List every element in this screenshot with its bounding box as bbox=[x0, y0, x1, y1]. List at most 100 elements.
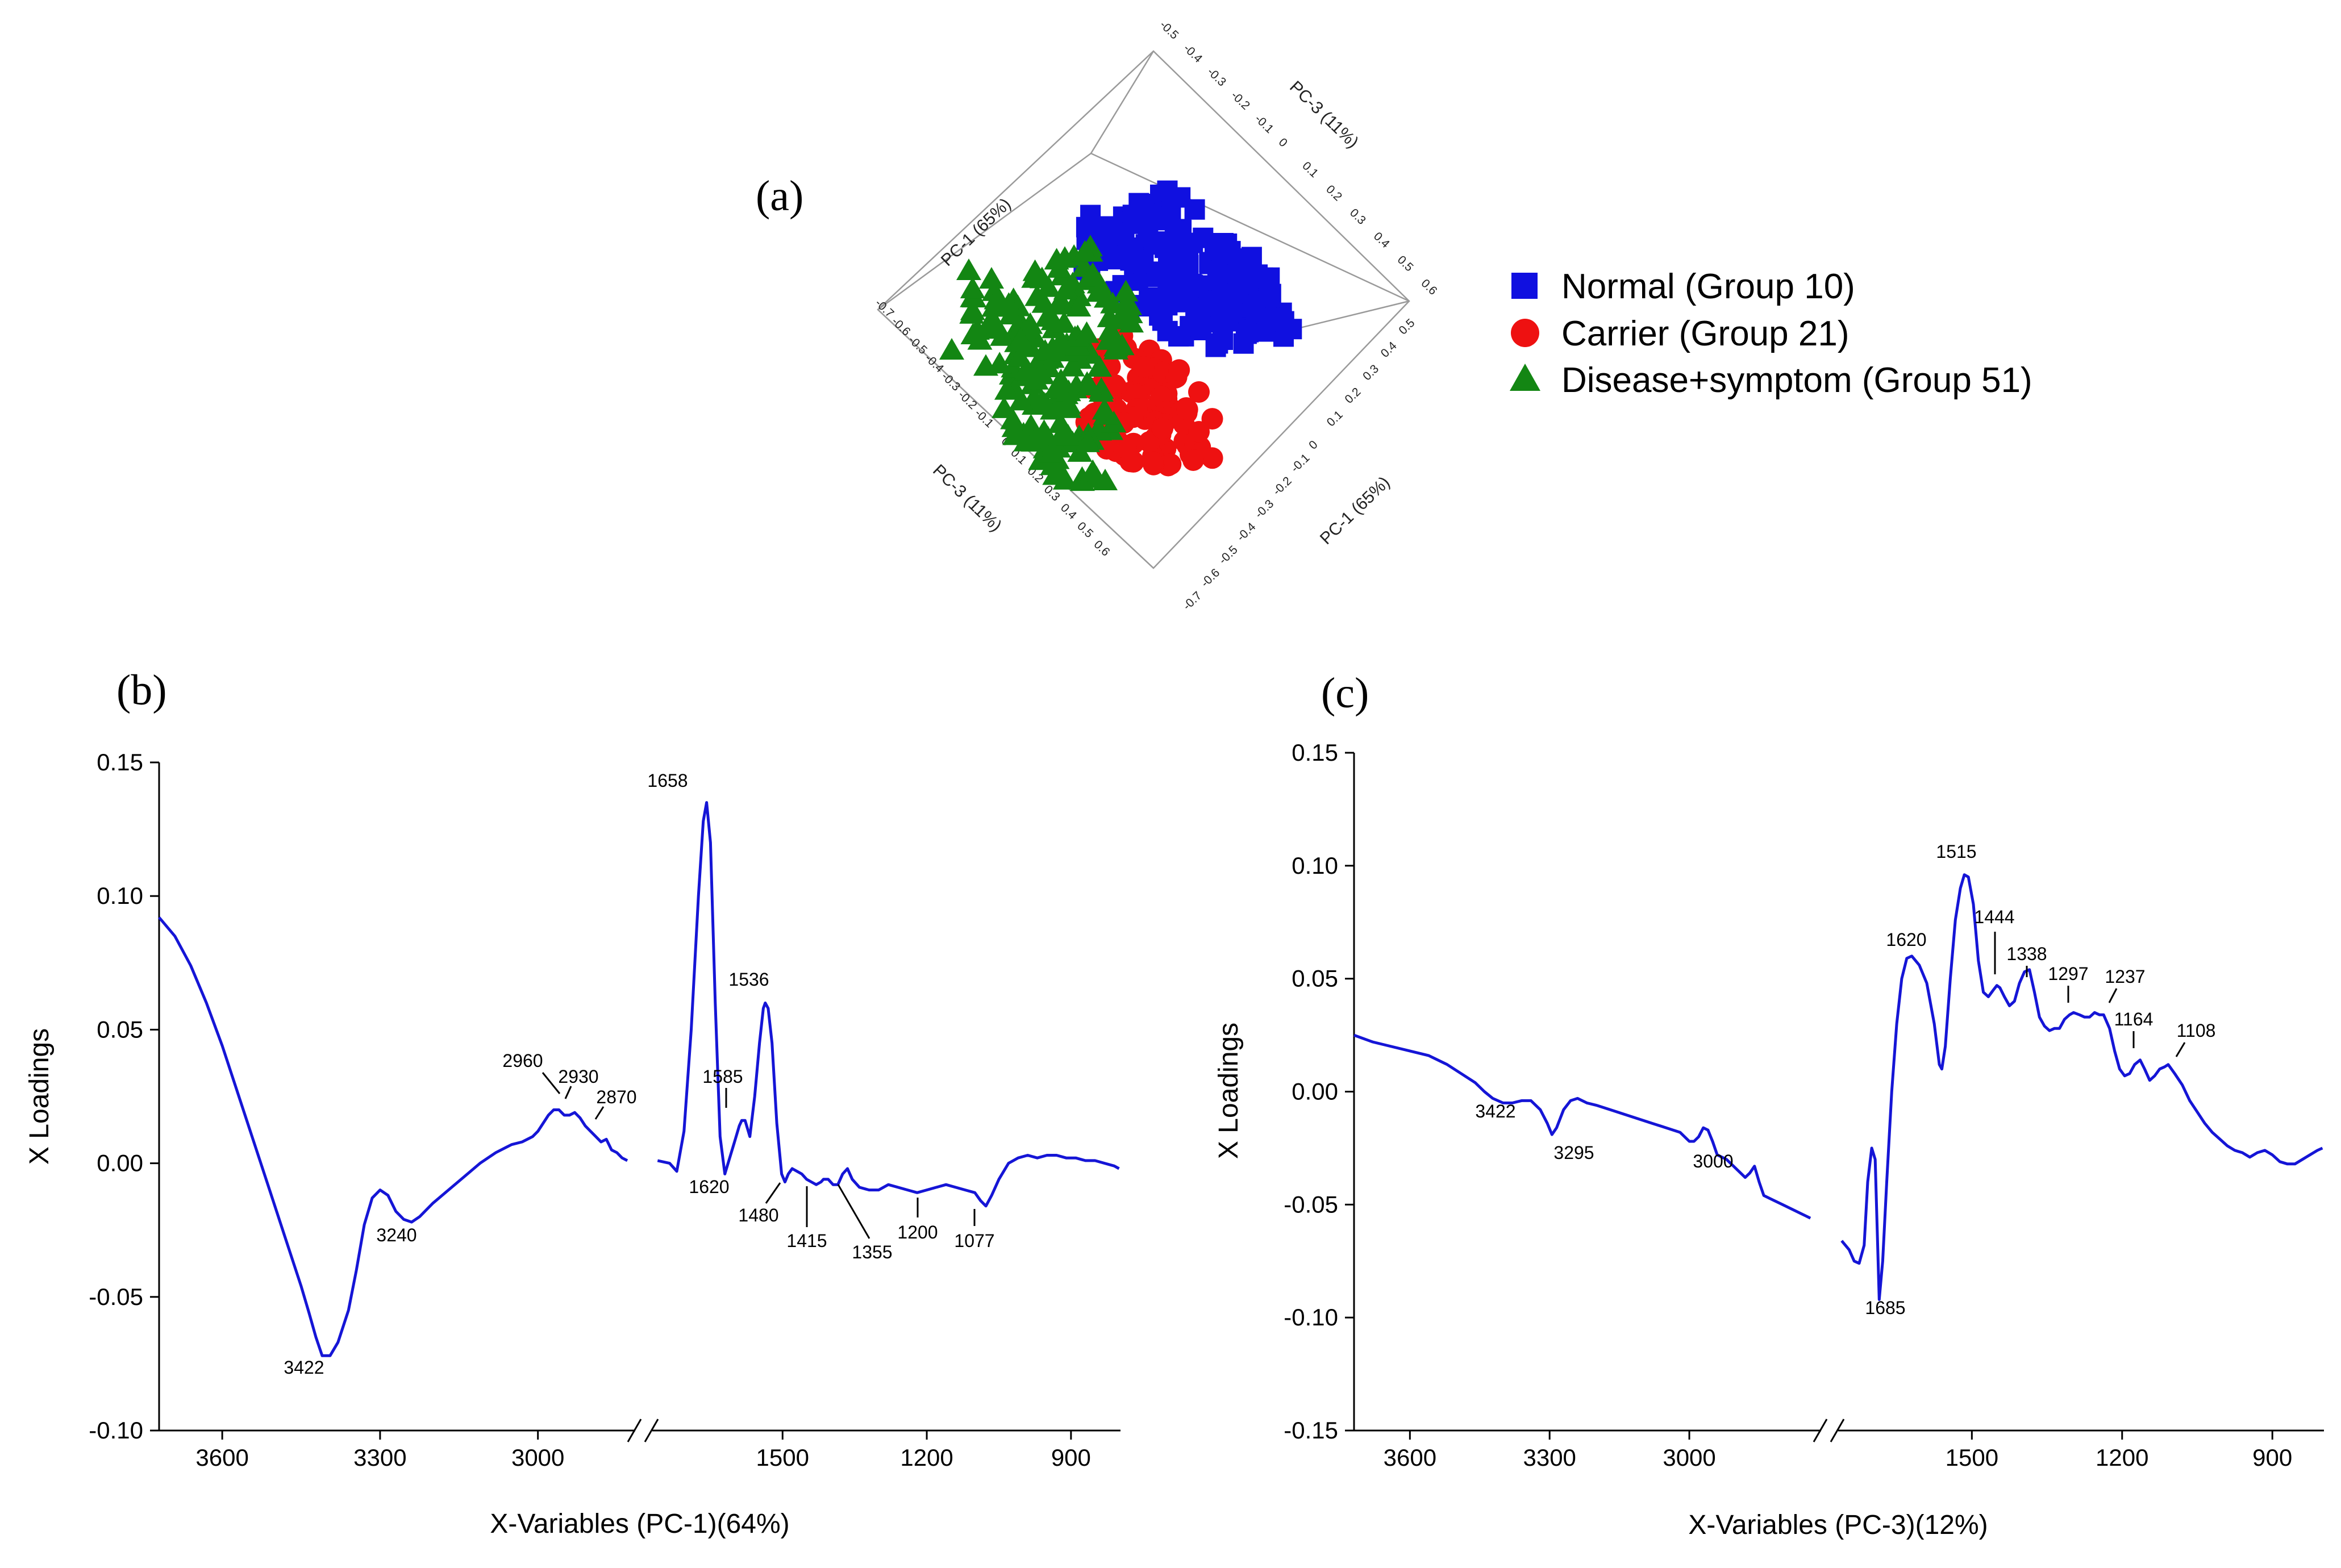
x-ticks-b: 3600 3300 3000 1500 1200 900 bbox=[195, 1431, 1091, 1471]
loading-line-segment bbox=[1840, 873, 2323, 1301]
pca-tick-label: 0.6 bbox=[1419, 277, 1440, 298]
marker-carrier bbox=[1104, 374, 1126, 396]
y-tick-label: 0.10 bbox=[97, 882, 143, 909]
legend: Normal (Group 10) Carrier (Group 21) Dis… bbox=[1510, 267, 2032, 400]
x-tick-label: 3600 bbox=[195, 1444, 248, 1471]
y-tick-label: -0.05 bbox=[89, 1283, 143, 1310]
marker-normal bbox=[1080, 205, 1101, 226]
x-tick-label: 3000 bbox=[511, 1444, 564, 1471]
y-tick-label: 0.15 bbox=[1292, 739, 1338, 766]
marker-normal bbox=[1134, 203, 1155, 224]
marker-disease bbox=[1086, 355, 1112, 377]
marker-disease bbox=[1103, 337, 1129, 360]
pca-axis-pc3-bottom: PC-3 (11%) bbox=[929, 461, 1005, 535]
marker-normal bbox=[1102, 249, 1123, 270]
marker-normal bbox=[1092, 223, 1113, 244]
loading-lines-c bbox=[1353, 873, 2323, 1301]
peak-leader-line bbox=[765, 1182, 781, 1204]
marker-disease bbox=[1056, 392, 1081, 414]
marker-carrier bbox=[1182, 449, 1204, 471]
y-tick-label: 0.00 bbox=[1292, 1078, 1338, 1105]
y-tick-label: 0.00 bbox=[97, 1150, 143, 1177]
y-tick-label: -0.15 bbox=[1284, 1417, 1338, 1444]
marker-normal bbox=[1151, 261, 1172, 282]
y-axis-title-c: X Loadings bbox=[1214, 1023, 1244, 1159]
pca-tick-label: 0.3 bbox=[1347, 206, 1368, 227]
marker-carrier bbox=[1160, 453, 1182, 475]
legend-label-disease: Disease+symptom (Group 51) bbox=[1561, 361, 2032, 400]
peak-label: 1536 bbox=[728, 969, 769, 990]
marker-disease bbox=[994, 378, 1019, 400]
marker-disease bbox=[965, 318, 990, 340]
marker-disease bbox=[1044, 248, 1069, 270]
peak-label: 1077 bbox=[954, 1231, 994, 1251]
y-tick-label: 0.15 bbox=[97, 749, 143, 775]
peak-leader-line bbox=[2175, 1042, 2186, 1057]
x-axis-title-b: X-Variables (PC-1)(64%) bbox=[490, 1509, 789, 1539]
marker-carrier bbox=[1188, 381, 1210, 403]
marker-disease bbox=[1008, 327, 1034, 349]
pca-tick-label: -0.5 bbox=[1217, 543, 1240, 567]
marker-carrier bbox=[1201, 447, 1223, 469]
loading-line-segment bbox=[1353, 1033, 1811, 1220]
marker-normal bbox=[1227, 264, 1248, 285]
peak-label: 1164 bbox=[2114, 1009, 2153, 1029]
marker-normal bbox=[1120, 250, 1141, 271]
pca-box-inner-2 bbox=[877, 152, 1092, 311]
pca-tick-label: 0.4 bbox=[1058, 501, 1079, 522]
marker-disease bbox=[1055, 424, 1081, 446]
loading-line-segment bbox=[158, 916, 628, 1357]
marker-disease bbox=[1021, 266, 1047, 288]
y-axis-title-b: X Loadings bbox=[24, 1028, 55, 1165]
pca-3d-plot: -0.5-0.4-0.3-0.2-0.100.10.20.30.40.50.60… bbox=[872, 18, 1439, 613]
marker-carrier bbox=[1168, 359, 1190, 381]
marker-disease bbox=[1048, 329, 1074, 351]
legend-label-normal: Normal (Group 10) bbox=[1561, 267, 1855, 306]
marker-disease bbox=[1036, 275, 1061, 297]
marker-disease bbox=[1035, 426, 1061, 448]
axis-break-b-2 bbox=[644, 1419, 659, 1442]
marker-normal bbox=[1157, 320, 1178, 341]
peak-label: 1658 bbox=[647, 770, 688, 791]
pca-tick-label: 0.4 bbox=[1378, 339, 1399, 360]
marker-disease bbox=[1117, 293, 1143, 315]
marker-normal bbox=[1255, 321, 1276, 342]
peak-label: 3240 bbox=[376, 1225, 416, 1245]
y-ticks-c: 0.15 0.10 0.05 0.00 -0.05 -0.10 -0.15 bbox=[1284, 739, 1354, 1444]
pca-tick-label: -0.4 bbox=[1181, 41, 1205, 65]
y-tick-label: 0.05 bbox=[97, 1016, 143, 1042]
pca-tick-label: 0.4 bbox=[1371, 230, 1392, 251]
pca-tick-label: -0.1 bbox=[1252, 112, 1276, 136]
marker-disease bbox=[1066, 295, 1092, 317]
marker-normal bbox=[1259, 287, 1280, 308]
peak-label: 1515 bbox=[1936, 841, 1976, 862]
pca-tick-label: -0.7 bbox=[872, 297, 896, 320]
peak-label: 1355 bbox=[852, 1242, 892, 1262]
loading-lines-b bbox=[158, 801, 1120, 1357]
pca-tick-label: 0 bbox=[1306, 438, 1320, 452]
marker-disease bbox=[939, 338, 964, 360]
marker-disease bbox=[1077, 374, 1102, 396]
x-tick-label: 900 bbox=[2252, 1444, 2292, 1471]
legend-marker-normal bbox=[1511, 273, 1538, 299]
x-tick-label: 3300 bbox=[353, 1444, 406, 1471]
marker-disease bbox=[956, 258, 981, 280]
pca-tick-label: -0.4 bbox=[1234, 520, 1258, 544]
y-ticks-b: 0.15 0.10 0.05 0.00 -0.05 -0.10 bbox=[89, 749, 159, 1444]
marker-disease bbox=[1072, 240, 1098, 262]
marker-disease bbox=[1007, 345, 1032, 367]
marker-carrier bbox=[1132, 356, 1155, 378]
peak-leader-line bbox=[564, 1086, 572, 1099]
peak-label: 1108 bbox=[2177, 1020, 2216, 1041]
peak-leader-line bbox=[541, 1072, 561, 1094]
pca-axis-pc3-top: PC-3 (11%) bbox=[1286, 77, 1362, 152]
marker-disease bbox=[983, 317, 1009, 339]
marker-disease bbox=[1032, 339, 1058, 361]
pca-tick-label: -0.3 bbox=[1205, 65, 1228, 89]
pca-axis-pc1-top: PC-1 (65%) bbox=[938, 194, 1015, 270]
pca-tick-label: -0.1 bbox=[972, 407, 996, 431]
marker-disease bbox=[1000, 407, 1026, 429]
